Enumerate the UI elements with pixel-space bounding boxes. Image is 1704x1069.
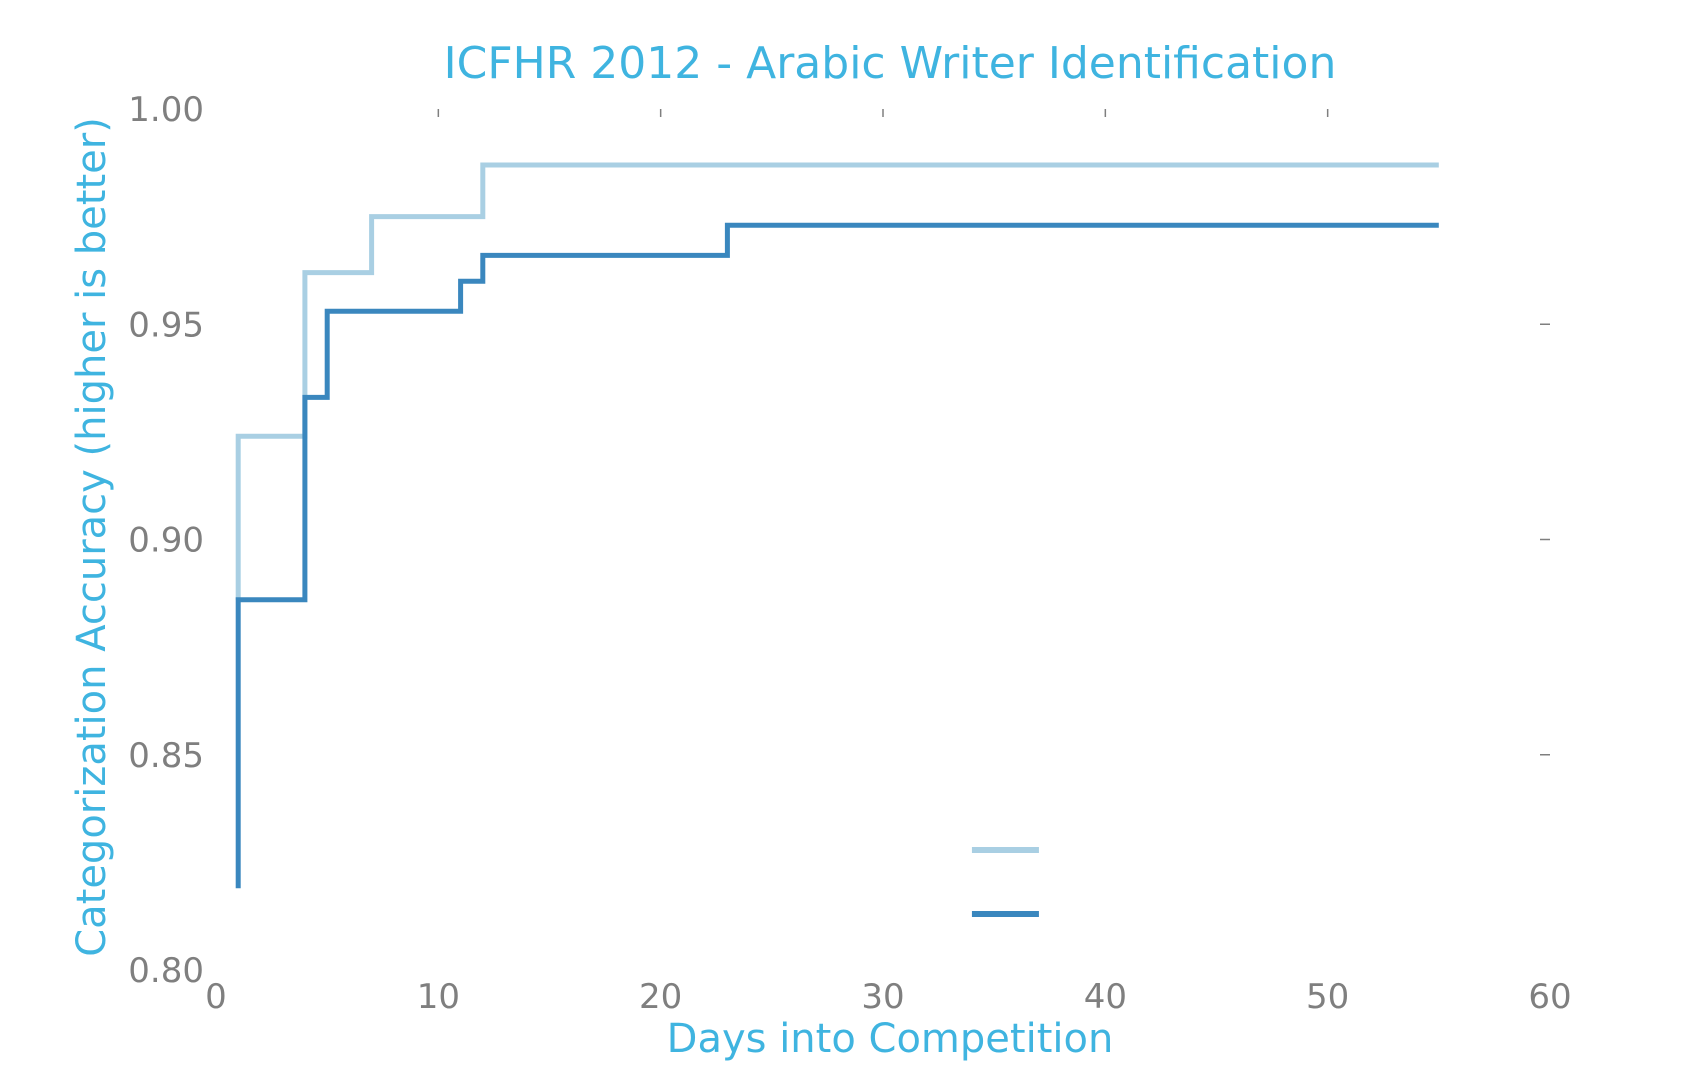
x-tick-label: 30 (861, 977, 904, 1017)
x-tick-label: 40 (1084, 977, 1127, 1017)
y-tick-label: 0.85 (128, 736, 204, 776)
y-tick-label: 0.80 (128, 951, 204, 991)
x-tick-label: 60 (1528, 977, 1571, 1017)
x-tick-label: 0 (205, 977, 227, 1017)
legend (971, 847, 1039, 917)
chart-title: ICFHR 2012 - Arabic Writer Identificatio… (444, 38, 1337, 89)
y-tick-label: 1.00 (128, 90, 204, 130)
y-axis-label: Categorization Accuracy (higher is bette… (69, 117, 115, 957)
y-axis-ticks: 0.80 0.85 0.90 0.95 1.00 (128, 90, 1550, 991)
y-tick-label: 0.90 (128, 521, 204, 561)
series-line-2 (235, 222, 1439, 889)
x-axis-label: Days into Competition (667, 1016, 1114, 1062)
series-line-1 (235, 162, 1439, 600)
series-layer (235, 162, 1439, 889)
x-axis-ticks: 0 10 20 30 40 50 60 (205, 109, 1572, 1017)
y-tick-label: 0.95 (128, 305, 204, 345)
x-tick-label: 20 (639, 977, 682, 1017)
x-tick-label: 50 (1306, 977, 1349, 1017)
x-tick-label: 10 (417, 977, 460, 1017)
